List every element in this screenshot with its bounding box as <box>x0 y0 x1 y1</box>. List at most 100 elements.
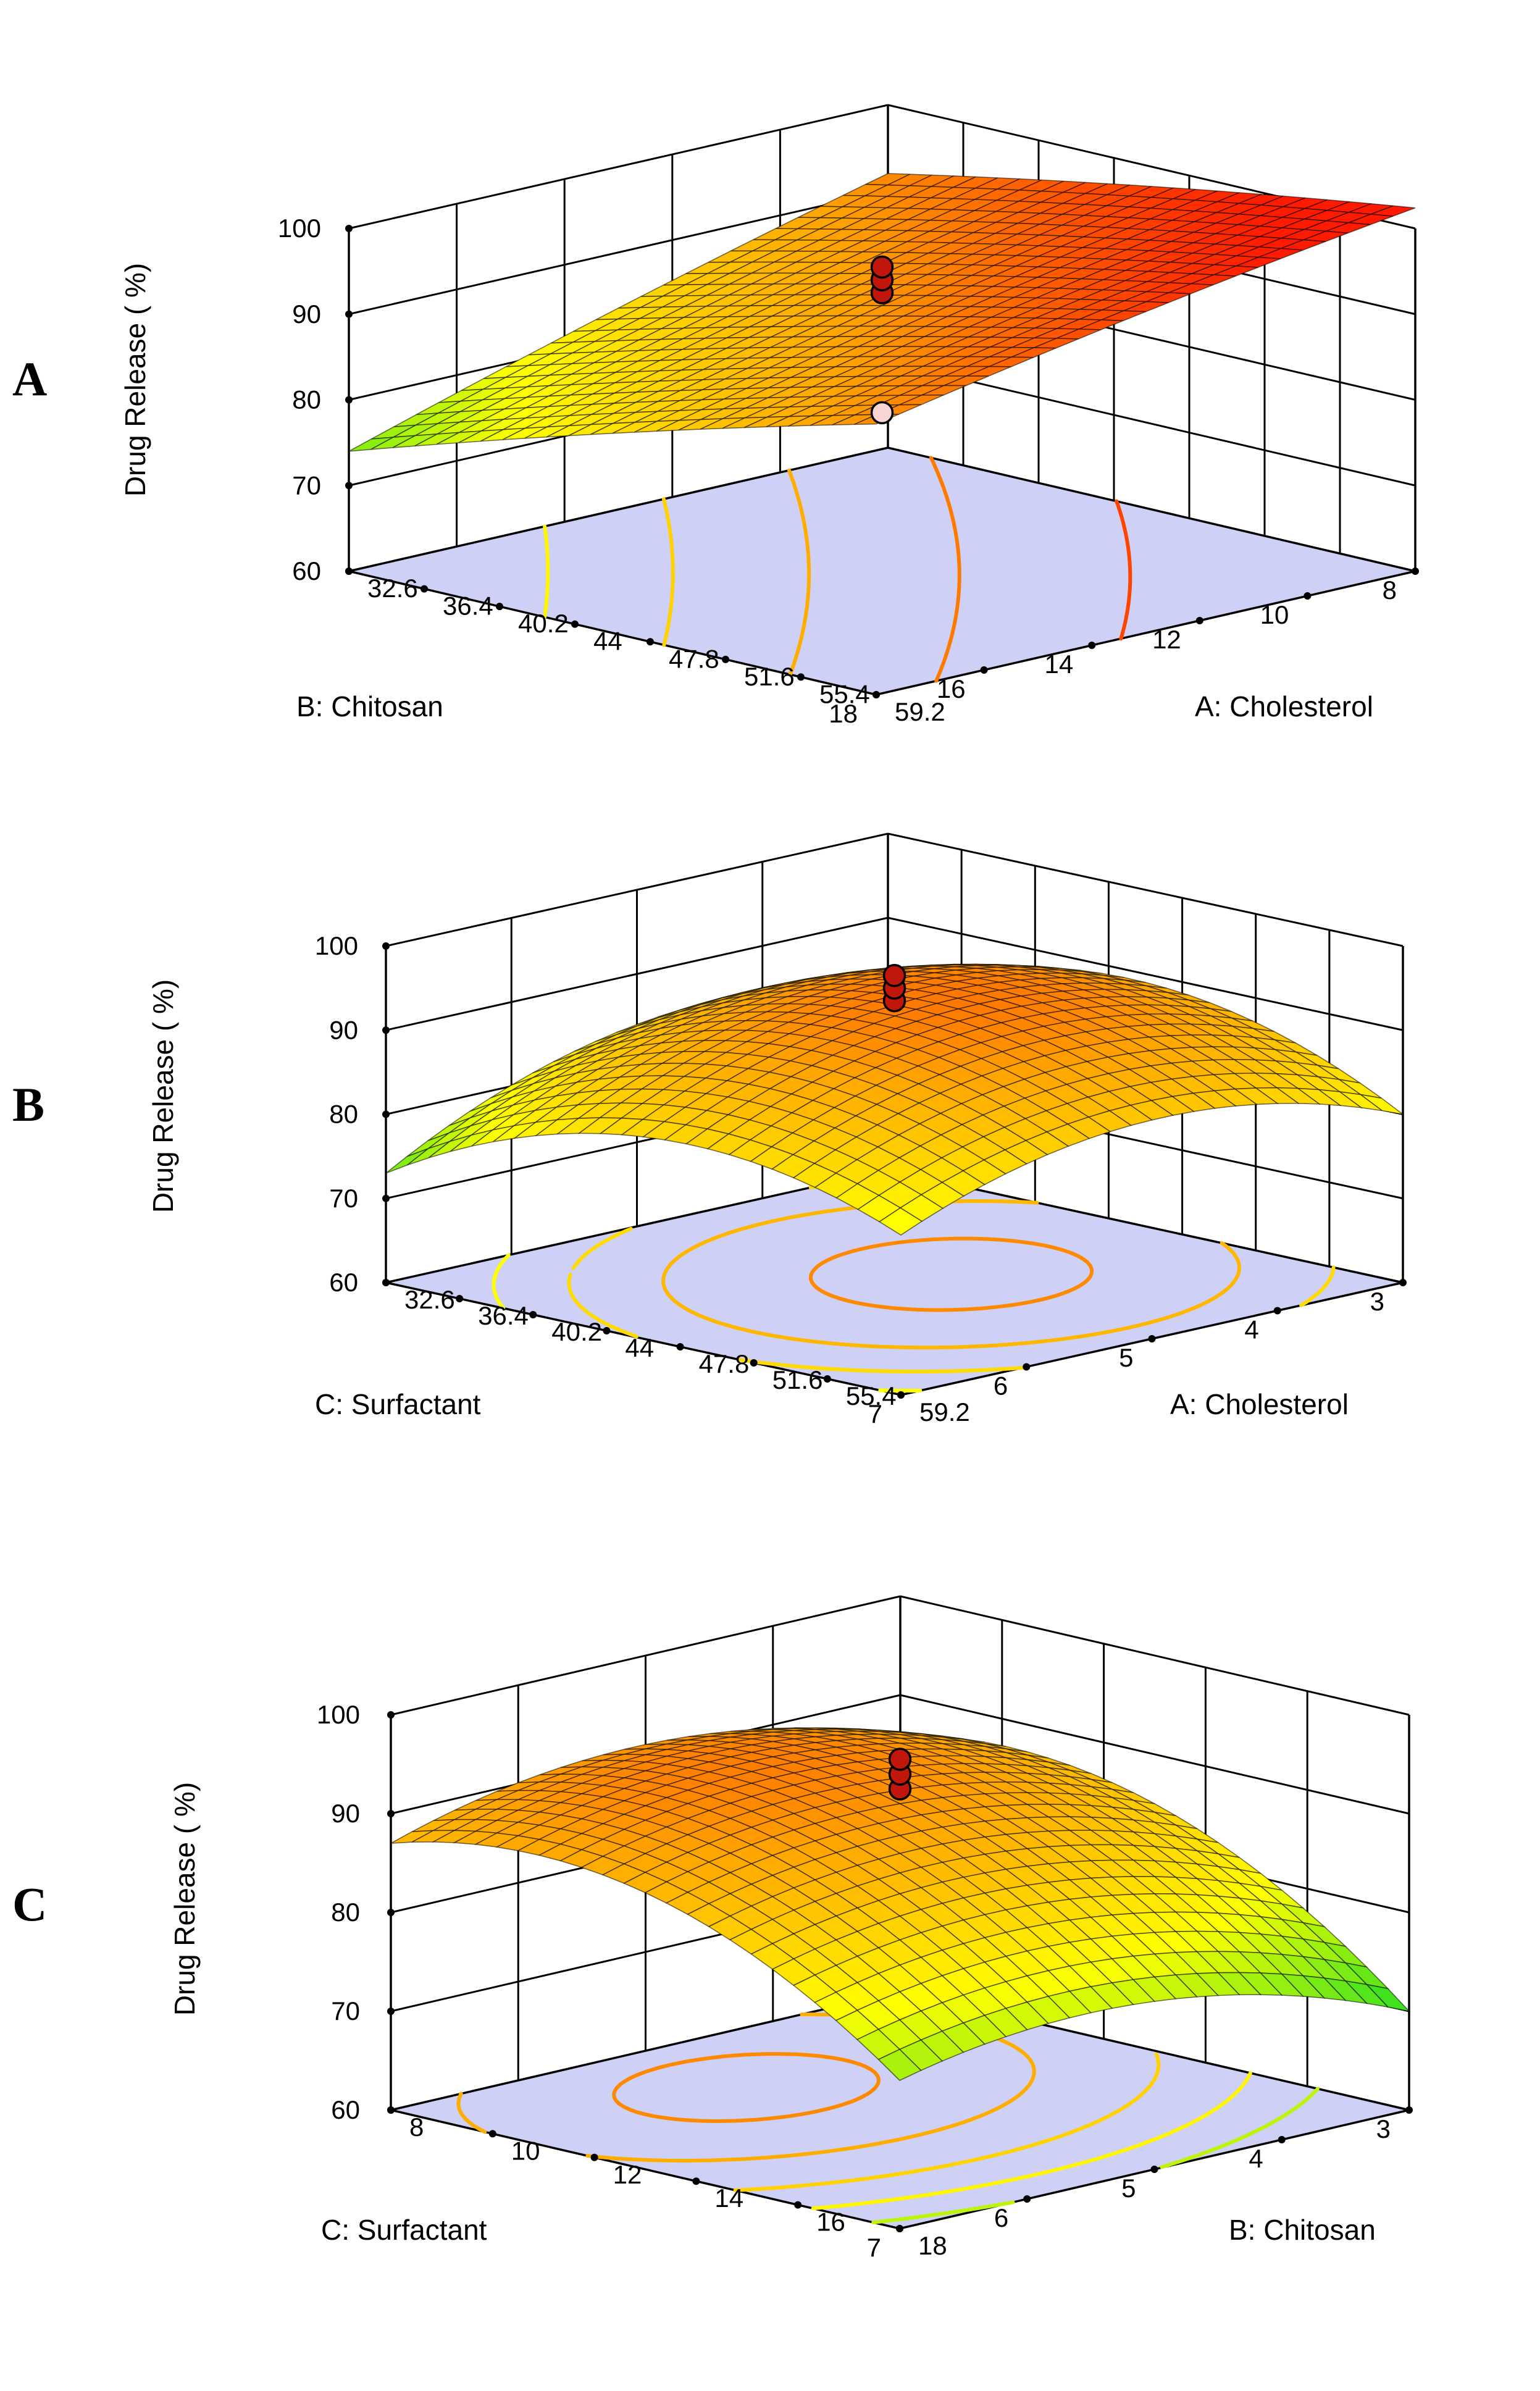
y-tick-3: 3 <box>1370 1287 1384 1316</box>
panel-b: 60 70 80 90 100 32.6 36.4 40.2 44 47.8 51.6 55.4 59.… <box>12 832 1407 1428</box>
response-surface <box>385 963 1404 1236</box>
y-tick-10: 10 <box>1260 600 1289 629</box>
z-axis-label: Drug Release ( %) <box>169 1782 201 2016</box>
y-tick-5: 5 <box>1119 1343 1133 1372</box>
y-tick-3: 3 <box>1376 2114 1391 2143</box>
panel-c: 60 70 80 90 100 8 10 12 14 16 18 3 4 5 6 7 B: Chitosan C:… <box>12 1595 1413 2262</box>
z-tick-100: 100 <box>317 1700 360 1729</box>
y-tick-8: 8 <box>1383 576 1397 605</box>
panel-label: B <box>12 1078 44 1131</box>
contour-97 <box>1115 499 1132 641</box>
z-tick-70: 70 <box>292 471 321 500</box>
panel-label: A <box>12 352 47 406</box>
x-tick-47.8: 47.8 <box>699 1349 750 1378</box>
x-tick-40.2: 40.2 <box>551 1317 602 1346</box>
y-tick-7: 7 <box>867 2233 881 2262</box>
y-tick-16: 16 <box>937 674 966 703</box>
y-tick-6: 6 <box>994 1371 1008 1401</box>
x-axis-label: A: Cholesterol <box>1195 690 1373 722</box>
z-tick-labels: 60 70 80 90 100 <box>278 214 353 585</box>
z-tick-90: 90 <box>329 1015 358 1044</box>
z-tick-90: 90 <box>331 1799 360 1828</box>
design-point-4 <box>870 401 894 425</box>
y-axis-label: C: Surfactant <box>321 2214 487 2246</box>
contour-92 <box>612 2052 881 2123</box>
x-tick-18: 18 <box>918 2231 947 2260</box>
x-tick-32.6: 32.6 <box>367 574 418 603</box>
x-tick-44: 44 <box>625 1333 654 1362</box>
z-tick-80: 80 <box>331 1898 360 1927</box>
x-tick-55.4: 55.4 <box>819 679 870 708</box>
y-tick-labels: 8 10 12 14 16 18 <box>829 567 1419 728</box>
panel-label: C <box>12 1877 47 1931</box>
z-tick-60: 60 <box>329 1268 358 1297</box>
x-tick-59.2: 59.2 <box>919 1397 970 1426</box>
x-tick-47.8: 47.8 <box>669 644 719 673</box>
z-tick-100: 100 <box>278 214 321 243</box>
z-tick-90: 90 <box>292 299 321 329</box>
response-surface <box>348 173 1416 452</box>
contour-85 <box>733 2052 1161 2192</box>
x-tick-51.6: 51.6 <box>772 1365 823 1394</box>
contour-92 <box>808 1236 1094 1312</box>
contour-93 <box>929 456 961 683</box>
x-tick-36.4: 36.4 <box>478 1301 529 1330</box>
z-axis-label: Drug Release ( %) <box>119 263 151 496</box>
design-points <box>870 255 894 425</box>
y-tick-4: 4 <box>1249 2144 1263 2173</box>
y-tick-labels: 3 4 5 6 7 <box>867 2106 1413 2262</box>
y-tick-12: 12 <box>1152 625 1181 654</box>
x-tick-32.6: 32.6 <box>404 1285 455 1314</box>
y-tick-4: 4 <box>1244 1315 1258 1344</box>
design-point-3 <box>882 963 906 987</box>
design-point-3 <box>870 255 894 279</box>
z-axis-label: Drug Release ( %) <box>147 979 179 1213</box>
z-tick-labels: 60 70 80 90 100 <box>317 1700 395 2124</box>
x-tick-10: 10 <box>511 2136 540 2165</box>
x-tick-14: 14 <box>714 2184 743 2213</box>
x-tick-12: 12 <box>613 2160 642 2189</box>
contour-lines <box>492 1176 1336 1392</box>
y-tick-labels: 3 4 5 6 7 <box>868 1279 1407 1428</box>
x-tick-55.4: 55.4 <box>846 1381 897 1410</box>
x-tick-36.4: 36.4 <box>443 592 493 621</box>
x-tick-51.6: 51.6 <box>744 662 795 691</box>
x-tick-labels: 8 10 12 14 16 18 <box>387 2106 947 2260</box>
y-tick-6: 6 <box>994 2203 1008 2232</box>
x-tick-labels: 32.6 36.4 40.2 44 47.8 51.6 55.4 59.2 <box>345 567 945 726</box>
z-tick-labels: 60 70 80 90 100 <box>315 931 390 1297</box>
x-axis-label: A: Cholesterol <box>1170 1388 1349 1420</box>
contour-77 <box>871 2087 1320 2224</box>
contour-lines <box>543 456 1132 683</box>
x-axis-label: B: Chitosan <box>1229 2214 1376 2246</box>
x-tick-16: 16 <box>816 2208 845 2237</box>
contour-80 <box>492 1253 923 1392</box>
z-tick-60: 60 <box>292 556 321 585</box>
x-tick-59.2: 59.2 <box>895 697 945 726</box>
design-point-3 <box>888 1748 912 1771</box>
z-tick-100: 100 <box>315 931 358 960</box>
y-tick-5: 5 <box>1121 2174 1136 2203</box>
response-surface <box>390 1727 1411 2081</box>
design-points <box>882 963 906 1013</box>
z-tick-60: 60 <box>331 2095 360 2124</box>
x-tick-8: 8 <box>409 2113 424 2142</box>
contour-81 <box>543 524 550 619</box>
y-tick-18: 18 <box>829 699 858 728</box>
x-tick-labels: 32.6 36.4 40.2 44 47.8 51.6 55.4 59.2 <box>382 1279 970 1426</box>
contour-85 <box>661 497 675 647</box>
design-points <box>888 1748 912 1801</box>
x-tick-40.2: 40.2 <box>518 609 569 638</box>
y-axis-label: B: Chitosan <box>296 690 443 722</box>
z-tick-80: 80 <box>292 385 321 414</box>
z-tick-70: 70 <box>331 1996 360 2025</box>
x-tick-44: 44 <box>593 627 622 656</box>
y-tick-7: 7 <box>868 1399 882 1428</box>
contour-89 <box>787 468 811 677</box>
y-axis-label: C: Surfactant <box>315 1388 481 1420</box>
contour-81 <box>811 2071 1252 2211</box>
panel-a: 60 70 80 90 100 32.6 36.4 40.2 44 47.8 51.6 55.4 59.… <box>12 104 1419 728</box>
z-tick-80: 80 <box>329 1100 358 1129</box>
z-tick-70: 70 <box>329 1184 358 1213</box>
